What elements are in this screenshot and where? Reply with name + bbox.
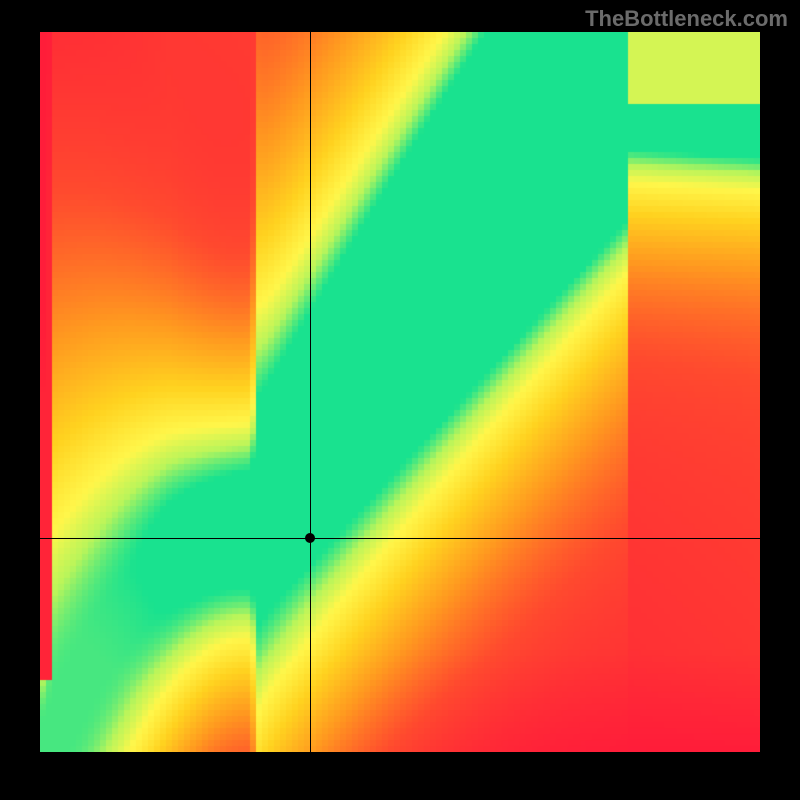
- crosshair-vertical: [310, 32, 311, 752]
- heatmap-canvas: [40, 32, 760, 752]
- root: TheBottleneck.com: [0, 0, 800, 800]
- crosshair-horizontal: [40, 538, 760, 539]
- watermark-text: TheBottleneck.com: [585, 6, 788, 32]
- crosshair-marker: [305, 533, 315, 543]
- plot-frame: [40, 32, 760, 752]
